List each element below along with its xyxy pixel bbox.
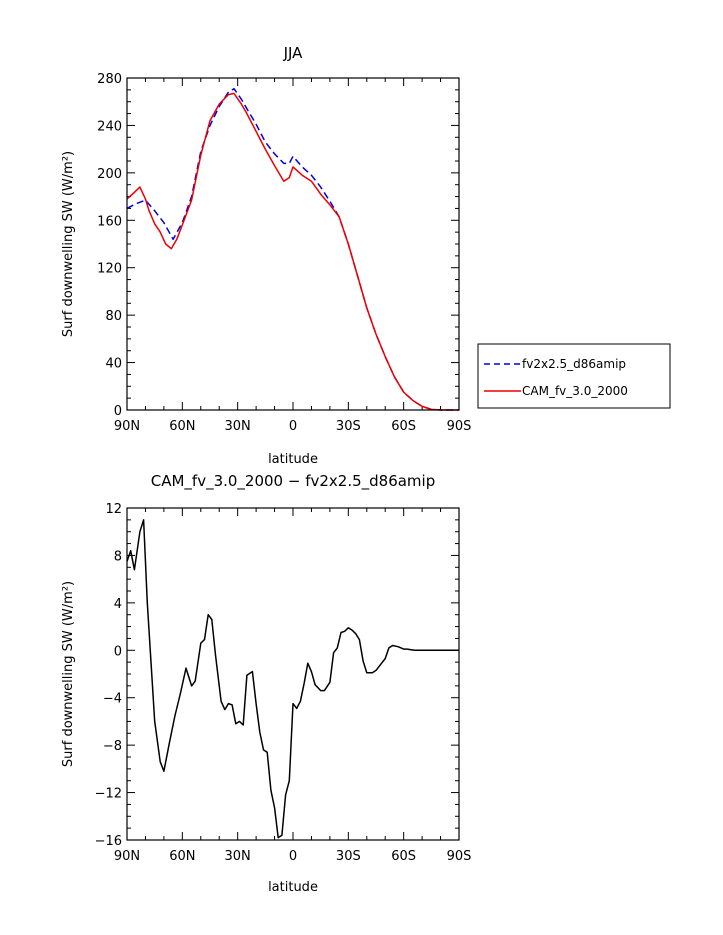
top-y-tick-label: 200	[97, 167, 122, 182]
legend: fv2x2.5_d86amip CAM_fv_3.0_2000	[477, 343, 671, 409]
bottom-chart-frame	[126, 507, 460, 841]
legend-label-series-2: CAM_fv_3.0_2000	[522, 384, 628, 398]
top-x-tick-label: 30N	[225, 419, 251, 434]
top-x-tick-label: 60S	[391, 419, 416, 434]
top-y-tick-label: 280	[97, 72, 122, 87]
bottom-x-tick-label: 30N	[225, 849, 251, 864]
legend-box	[477, 343, 671, 409]
bottom-y-tick-label: −12	[95, 787, 122, 802]
bottom-chart-panel: CAM_fv_3.0_2000 − fv2x2.5_d86amip 90N 60N…	[61, 472, 471, 895]
bottom-y-tick-label: 12	[105, 502, 122, 517]
top-y-tick-label: 120	[97, 262, 122, 277]
bottom-y-axis-label: Surf downwelling SW (W/m²)	[61, 581, 76, 767]
top-y-tick-label: 240	[97, 119, 122, 134]
top-y-tick-label: 40	[105, 357, 122, 372]
top-chart-frame	[126, 77, 460, 411]
bottom-x-tick-label: 90N	[114, 849, 140, 864]
bottom-y-tick-label: 0	[114, 644, 122, 659]
top-y-axis-label: Surf downwelling SW (W/m²)	[61, 151, 76, 337]
bottom-x-axis-label: latitude	[268, 880, 318, 895]
bottom-x-tick-label: 60S	[391, 849, 416, 864]
top-y-tick-label: 160	[97, 214, 122, 229]
bottom-y-tick-label: 8	[114, 549, 122, 564]
bottom-x-tick-label: 60N	[169, 849, 195, 864]
bottom-y-tick-label: −16	[95, 834, 122, 849]
top-chart-title: JJA	[283, 44, 304, 62]
bottom-chart-series	[126, 519, 459, 839]
top-chart-series	[126, 87, 459, 411]
top-x-tick-label: 60N	[169, 419, 195, 434]
top-x-tick-label: 90N	[114, 419, 140, 434]
bottom-x-tick-label: 90S	[447, 849, 472, 864]
top-x-tick-label: 90S	[447, 419, 472, 434]
top-x-axis-label: latitude	[268, 452, 318, 467]
legend-label-series-1: fv2x2.5_d86amip	[522, 357, 626, 371]
bottom-x-tick-label: 0	[289, 849, 297, 864]
top-series-line-2	[126, 92, 459, 411]
bottom-series-line-1	[126, 519, 459, 839]
top-y-tick-label: 80	[105, 309, 122, 324]
bottom-y-tick-label: −4	[103, 692, 122, 707]
bottom-chart-title: CAM_fv_3.0_2000 − fv2x2.5_d86amip	[151, 472, 436, 491]
top-y-tick-label: 0	[114, 404, 122, 419]
bottom-y-tick-label: −8	[103, 739, 122, 754]
top-x-tick-label: 30S	[336, 419, 361, 434]
top-x-tick-label: 0	[289, 419, 297, 434]
top-chart-panel: JJA 90N 60N 30N 0 30S 60S 90S 0 40 80 120 160 200 240…	[61, 44, 671, 467]
bottom-y-tick-label: 4	[114, 597, 122, 612]
bottom-x-tick-label: 30S	[336, 849, 361, 864]
top-chart-ticks: 90N 60N 30N 0 30S 60S 90S 0 40 80 120 160 200 240 280	[97, 72, 471, 434]
